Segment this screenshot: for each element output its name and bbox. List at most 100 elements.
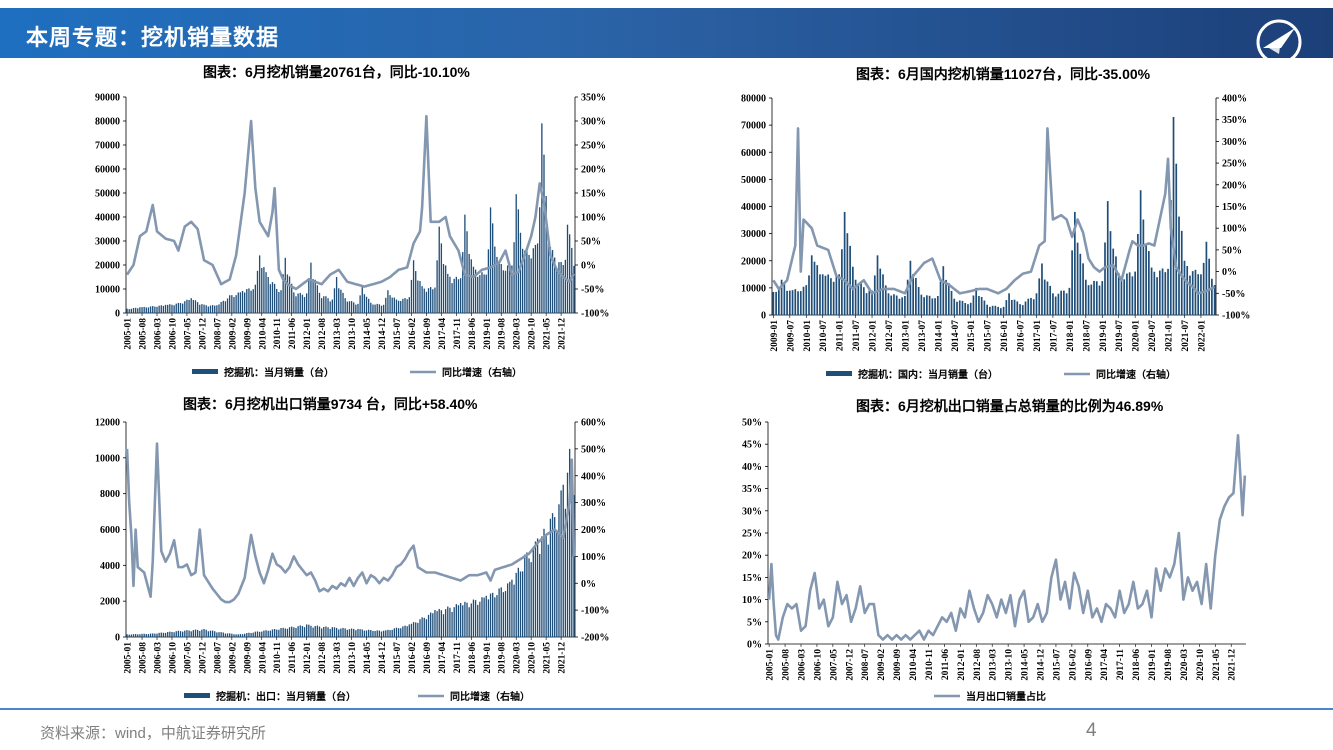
bar	[1142, 219, 1145, 315]
bar	[190, 631, 192, 637]
bar	[1074, 211, 1076, 315]
left-tick-label: 10%	[742, 595, 762, 606]
bar	[126, 634, 128, 637]
x-tick-label: 2021-12	[558, 318, 568, 350]
right-tick-label: 350%	[581, 93, 606, 104]
bar	[832, 281, 835, 315]
bar	[184, 301, 186, 313]
bar	[139, 307, 141, 313]
bar	[1128, 272, 1131, 315]
bar	[479, 601, 481, 637]
left-tick-label: 20000	[95, 261, 120, 272]
x-tick-label: 2010-04	[258, 318, 268, 350]
bar	[316, 285, 319, 313]
bar	[359, 295, 361, 313]
page-number: 4	[1086, 720, 1097, 741]
right-tick-label: 100%	[1222, 224, 1247, 235]
bar	[404, 625, 406, 637]
bar	[325, 626, 327, 637]
bar	[177, 630, 180, 637]
bar	[201, 629, 203, 637]
bar	[158, 632, 160, 637]
bar	[868, 290, 871, 315]
bar	[549, 518, 552, 637]
left-tick-label: 8000	[100, 489, 120, 500]
bar	[474, 269, 477, 313]
bar	[904, 296, 906, 315]
bar	[220, 632, 222, 637]
bar	[361, 286, 363, 313]
x-tick-label: 2016-02	[1068, 649, 1078, 681]
x-tick-label: 2005-01	[766, 649, 776, 681]
bar	[186, 630, 188, 637]
bar	[1030, 297, 1032, 315]
x-tick-label: 2011-06	[941, 649, 951, 680]
bar	[246, 633, 248, 637]
x-tick-label: 2013-10	[348, 642, 358, 674]
bar	[492, 223, 494, 313]
x-tick-label: 2012-08	[973, 649, 983, 681]
bar	[380, 631, 383, 637]
bar	[184, 630, 186, 637]
right-tick-label: 200%	[581, 165, 606, 176]
bar	[154, 306, 156, 313]
bar	[211, 630, 214, 637]
bar	[327, 627, 329, 637]
left-tick-label: 5%	[747, 617, 762, 628]
bar	[353, 628, 355, 637]
bar	[171, 304, 173, 313]
x-tick-label: 2012-01	[957, 649, 967, 681]
bar	[179, 303, 182, 313]
right-tick-label: -100%	[581, 309, 609, 320]
bar	[329, 301, 331, 313]
x-tick-label: 2006-10	[168, 642, 178, 674]
bar	[231, 295, 233, 313]
bar	[342, 627, 344, 637]
bar	[141, 633, 143, 637]
bar	[521, 248, 524, 313]
bar	[528, 254, 530, 313]
bar	[1016, 301, 1019, 315]
bar	[983, 300, 986, 315]
bar	[780, 279, 783, 315]
bar	[536, 243, 539, 313]
bar	[532, 547, 534, 637]
right-tick-label: 500%	[581, 444, 606, 455]
bar	[1082, 263, 1084, 315]
bar	[494, 246, 496, 313]
bar	[464, 214, 466, 313]
bar	[1068, 287, 1071, 315]
left-tick-label: 80000	[741, 94, 766, 105]
bar	[258, 255, 261, 313]
left-tick-label: 20000	[741, 256, 766, 267]
bar	[447, 273, 449, 313]
bar	[276, 629, 278, 637]
bar	[483, 597, 485, 637]
bar	[786, 290, 788, 315]
bar	[306, 293, 308, 313]
bar	[1054, 296, 1057, 315]
bar	[323, 626, 325, 637]
left-tick-label: 70000	[95, 141, 120, 152]
bar	[175, 303, 177, 313]
x-tick-label: 2021-12	[558, 642, 568, 674]
bar	[1008, 293, 1010, 315]
bar	[887, 293, 890, 315]
bar	[783, 283, 786, 315]
x-tick-label: 2006-03	[798, 649, 808, 681]
left-tick-label: 4000	[100, 561, 120, 572]
bar	[519, 571, 522, 637]
legend-item: 当月出口销量占比	[934, 690, 1046, 703]
bar	[464, 601, 466, 637]
legend-label: 同比增速（右轴）	[1096, 368, 1176, 381]
bar	[269, 284, 271, 313]
bar	[382, 304, 385, 313]
avic-logo-icon	[1256, 19, 1302, 65]
bar	[945, 279, 947, 315]
bar	[455, 276, 457, 313]
bar	[802, 286, 805, 315]
bar	[128, 309, 130, 313]
bar	[1137, 233, 1139, 315]
bar	[797, 291, 799, 315]
bar	[181, 631, 184, 637]
